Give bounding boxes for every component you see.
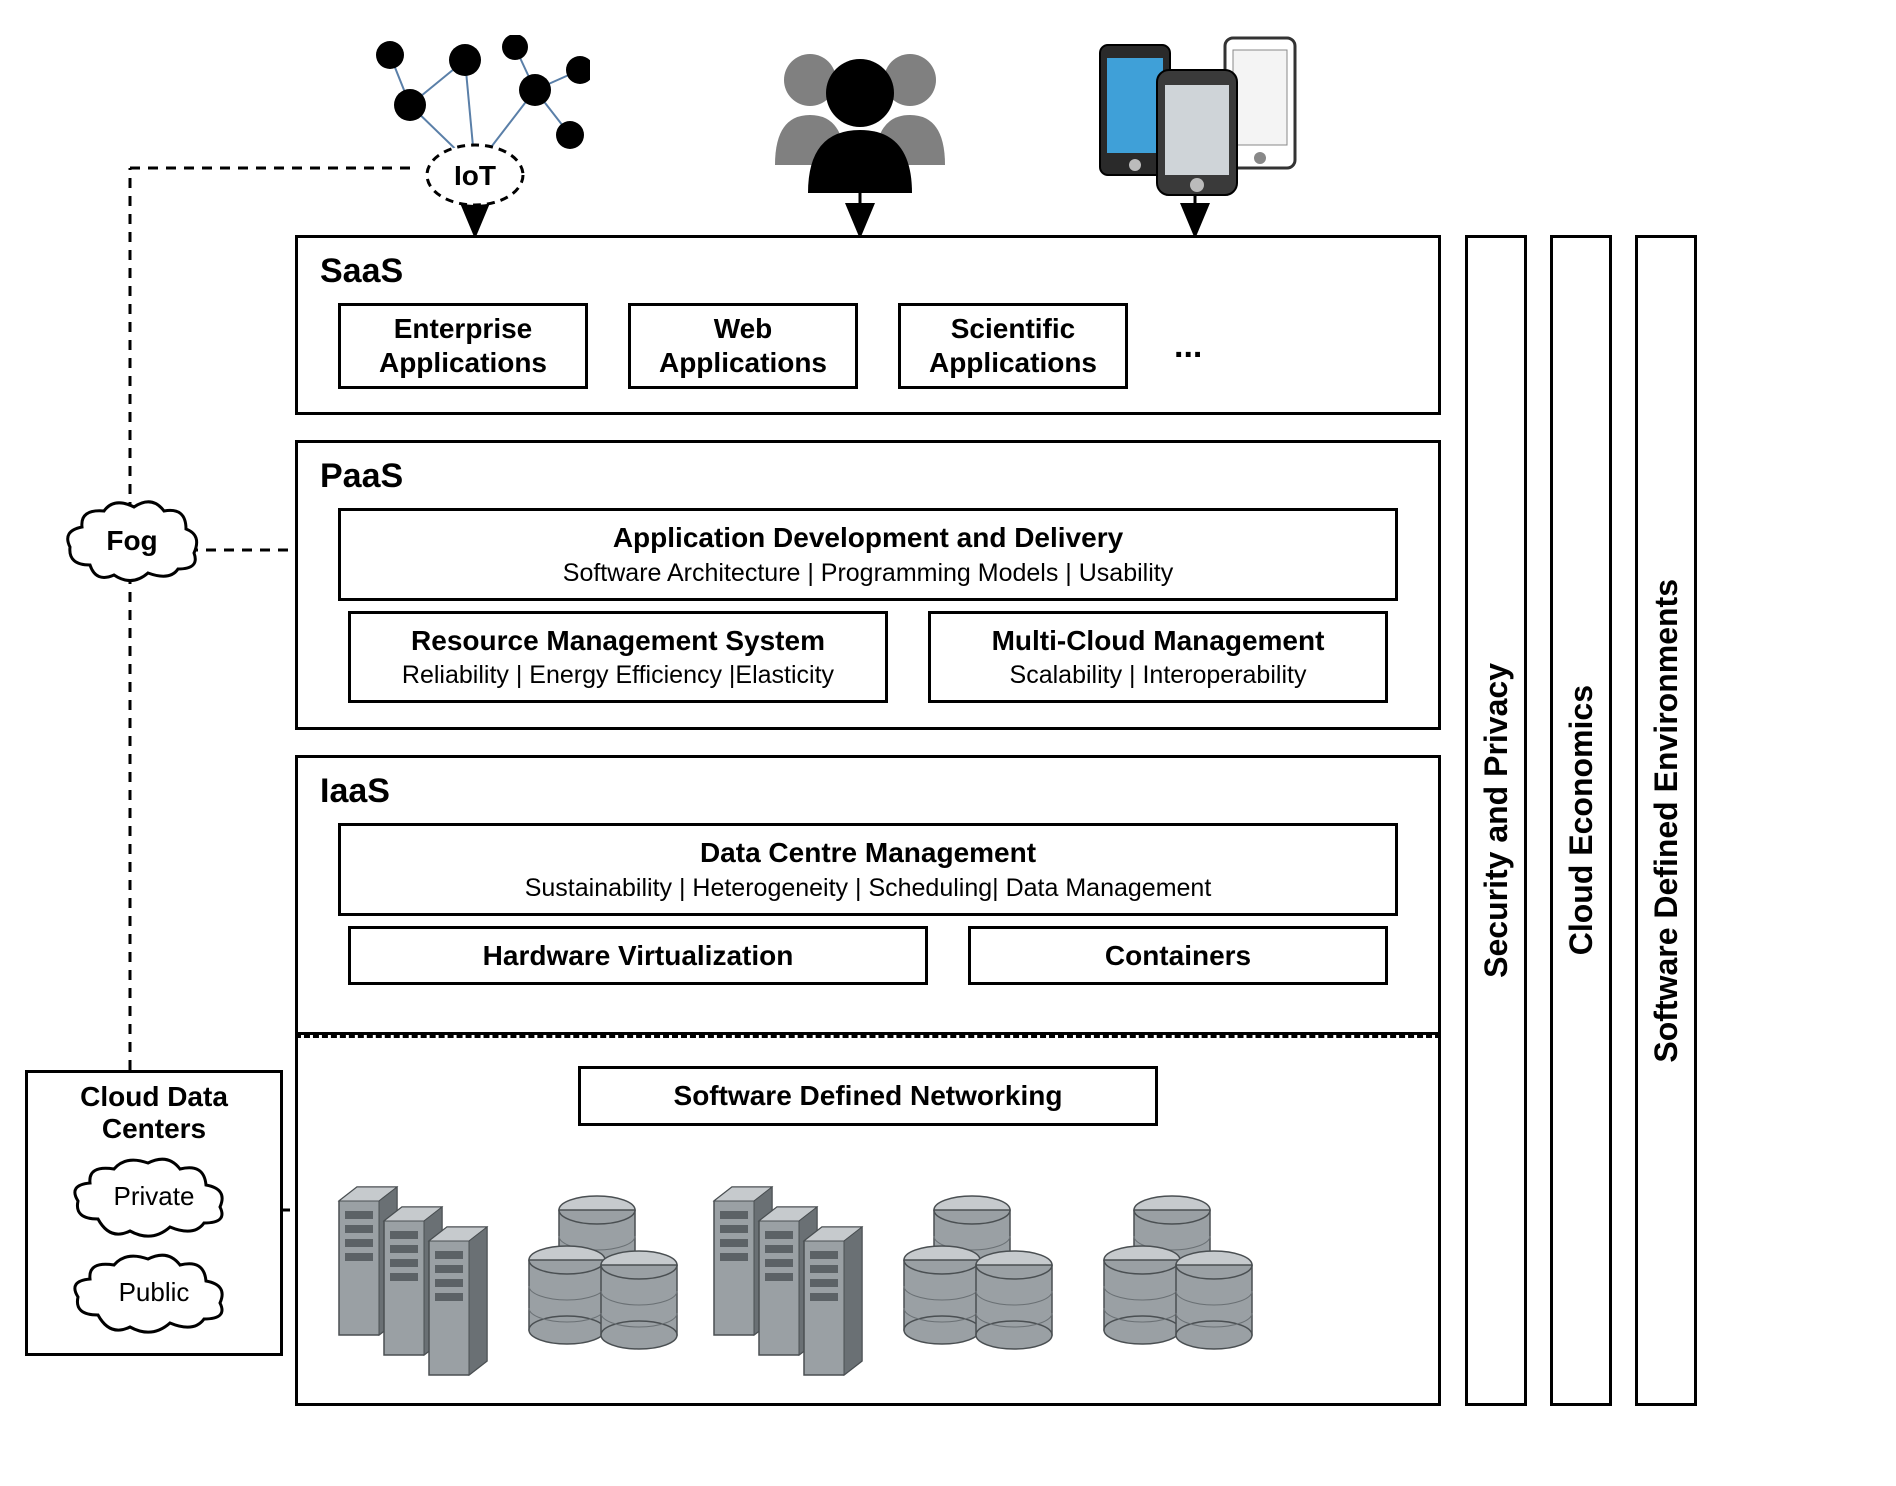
cdc-title: Cloud Data Centers xyxy=(38,1081,270,1145)
iaas-hw-title: Hardware Virtualization xyxy=(365,939,911,973)
paas-appdev-title: Application Development and Delivery xyxy=(355,521,1381,555)
fog-cloud: Fog xyxy=(60,495,210,605)
vbar-sde-label: Software Defined Environments xyxy=(1648,579,1685,1063)
paas-layer: PaaS Application Development and Deliver… xyxy=(295,440,1441,730)
diagram-canvas: IoT SaaS Enter xyxy=(20,20,1876,1466)
hardware-icons xyxy=(314,1136,1428,1396)
saas-sci-l2: Applications xyxy=(915,346,1111,380)
saas-web-l1: Web xyxy=(645,312,841,346)
vbar-security-label: Security and Privacy xyxy=(1478,663,1515,978)
sdn-layer: Software Defined Networking xyxy=(295,1035,1441,1406)
paas-rms-detail: Reliability | Energy Efficiency |Elastic… xyxy=(365,661,871,690)
saas-layer: SaaS Enterprise Applications Web Applica… xyxy=(295,235,1441,415)
devices-icon xyxy=(1085,30,1305,200)
saas-scientific-box: Scientific Applications xyxy=(898,303,1128,389)
saas-enterprise-l2: Applications xyxy=(355,346,571,380)
iaas-containers-box: Containers xyxy=(968,926,1388,986)
fog-label: Fog xyxy=(106,525,157,556)
cdc-private-cloud: Private xyxy=(64,1153,244,1243)
iot-icon: IoT xyxy=(370,35,590,225)
vbar-economics-label: Cloud Economics xyxy=(1563,685,1600,955)
iaas-title: IaaS xyxy=(320,772,1422,811)
vbar-sde: Software Defined Environments xyxy=(1635,235,1697,1406)
saas-enterprise-l1: Enterprise xyxy=(355,312,571,346)
sdn-title: Software Defined Networking xyxy=(595,1079,1141,1113)
iaas-dcm-detail: Sustainability | Heterogeneity | Schedul… xyxy=(355,874,1381,903)
iot-label: IoT xyxy=(454,160,496,191)
iaas-hw-box: Hardware Virtualization xyxy=(348,926,928,986)
vbar-economics: Cloud Economics xyxy=(1550,235,1612,1406)
cdc-public-cloud: Public xyxy=(64,1249,244,1339)
saas-sci-l1: Scientific xyxy=(915,312,1111,346)
cdc-public-label: Public xyxy=(119,1277,190,1307)
sdn-box: Software Defined Networking xyxy=(578,1066,1158,1126)
paas-appdev-detail: Software Architecture | Programming Mode… xyxy=(355,559,1381,588)
saas-title: SaaS xyxy=(320,252,1422,291)
paas-rms-box: Resource Management System Reliability |… xyxy=(348,611,888,704)
paas-mcm-title: Multi-Cloud Management xyxy=(945,624,1371,658)
paas-title: PaaS xyxy=(320,457,1422,496)
iaas-dcm-title: Data Centre Management xyxy=(355,836,1381,870)
saas-enterprise-box: Enterprise Applications xyxy=(338,303,588,389)
saas-ellipsis: ... xyxy=(1168,327,1208,366)
paas-mcm-detail: Scalability | Interoperability xyxy=(945,661,1371,690)
saas-web-l2: Applications xyxy=(645,346,841,380)
cdc-private-label: Private xyxy=(114,1181,195,1211)
saas-web-box: Web Applications xyxy=(628,303,858,389)
vbar-security: Security and Privacy xyxy=(1465,235,1527,1406)
iaas-layer: IaaS Data Centre Management Sustainabili… xyxy=(295,755,1441,1035)
users-icon xyxy=(760,35,960,195)
iaas-dcm-box: Data Centre Management Sustainability | … xyxy=(338,823,1398,916)
paas-rms-title: Resource Management System xyxy=(365,624,871,658)
paas-appdev-box: Application Development and Delivery Sof… xyxy=(338,508,1398,601)
iaas-containers-title: Containers xyxy=(985,939,1371,973)
cdc-box: Cloud Data Centers Private Public xyxy=(25,1070,283,1356)
paas-mcm-box: Multi-Cloud Management Scalability | Int… xyxy=(928,611,1388,704)
